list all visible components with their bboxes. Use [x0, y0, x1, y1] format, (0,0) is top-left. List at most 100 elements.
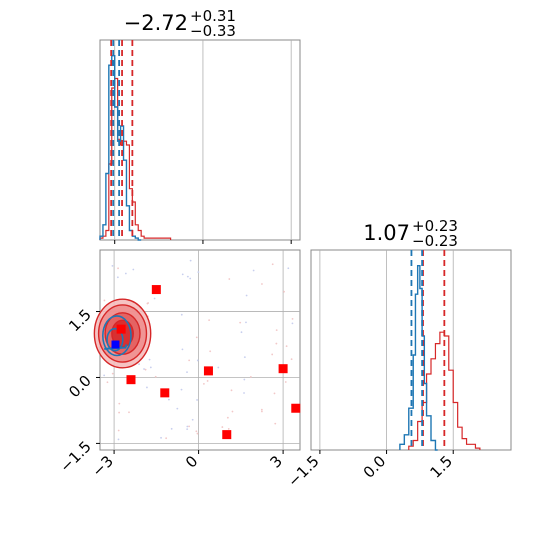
sample-point [111, 372, 114, 375]
sample-point [128, 411, 130, 414]
sample-point [206, 380, 209, 382]
sample-point [271, 353, 274, 356]
sample-point [275, 342, 278, 345]
x-tick-label-2: 3 [266, 452, 285, 471]
sample-point [202, 382, 205, 385]
panel-top-left-title: −2.72 [124, 11, 188, 35]
sample-point [180, 313, 183, 316]
sample-point [146, 302, 149, 305]
sample-point [176, 407, 179, 410]
red-square-marker-5 [278, 364, 288, 374]
sample-point [228, 278, 231, 280]
sample-point [284, 381, 287, 383]
sample-point [118, 411, 121, 414]
sample-point [260, 408, 263, 411]
red-square-marker-0 [151, 285, 161, 295]
sample-point [189, 259, 192, 262]
panel-bottom-right-title: 1.07 [363, 221, 410, 245]
panel-bottom-right-red-histogram [408, 331, 481, 450]
sample-point [291, 322, 294, 325]
panel-top-left-ticks [114, 240, 292, 244]
red-square-marker-7 [222, 430, 232, 440]
y-tick-label-2: 1.5 [65, 306, 95, 336]
sample-point [271, 263, 274, 266]
sample-point [117, 267, 119, 270]
sample-point [245, 294, 248, 297]
panel-bottom-right-grid [319, 250, 454, 450]
y-tick-label-0: −1.5 [56, 438, 94, 476]
sample-point [196, 399, 198, 401]
sample-point [186, 275, 189, 278]
sample-point [217, 366, 220, 369]
panel-bottom-left-2d: −3 0 3 −1.5 0.0 1.5 [56, 249, 301, 480]
sample-point [274, 422, 277, 425]
red-square-marker-6 [291, 403, 301, 413]
sample-point [117, 438, 120, 441]
sample-point [181, 273, 184, 276]
sample-point [195, 336, 198, 339]
sample-point [154, 375, 157, 378]
sample-point [186, 428, 189, 431]
y-tick-label-1: 0.0 [65, 372, 95, 402]
sample-point [243, 378, 246, 381]
panel-bottom-right-title-sub: −0.23 [412, 232, 458, 250]
sample-point [189, 277, 192, 280]
sample-point [138, 363, 140, 366]
sample-point [221, 426, 224, 428]
panel-bottom-right-ticks: −1.5 0.0 1.5 [284, 450, 456, 491]
blue-square-marker-0 [111, 340, 120, 349]
sample-point [240, 331, 243, 334]
sample-point [168, 398, 170, 401]
sample-point [149, 366, 152, 369]
sample-point [118, 402, 121, 405]
panel-top-left-blue-histogram [99, 55, 142, 241]
blue-contour-outer [102, 315, 132, 357]
red-square-marker-4 [203, 366, 213, 376]
sample-point [208, 319, 211, 322]
sample-point [111, 265, 114, 267]
sample-point [285, 345, 288, 348]
x-tick-label-1: 0 [182, 452, 201, 471]
sample-point [261, 283, 263, 285]
sample-point [230, 389, 233, 392]
sample-point [227, 428, 230, 430]
sample-point [186, 371, 188, 374]
panel-bottom-right-histogram: −1.5 0.0 1.5 1.07 +0.23 −0.23 [284, 217, 512, 491]
sample-point [132, 268, 135, 271]
sample-point [116, 276, 119, 279]
sample-point [196, 359, 199, 362]
sample-point [287, 267, 290, 270]
sample-point [245, 321, 247, 324]
sample-point [103, 374, 106, 377]
panel-top-left-histogram: −2.72 +0.31 −0.33 [99, 7, 301, 244]
sample-point [188, 425, 190, 428]
sample-point [273, 392, 276, 395]
sample-point [243, 392, 245, 394]
sample-point [197, 271, 200, 273]
sample-point [180, 388, 183, 391]
panel-bottom-right-title-sup: +0.23 [412, 217, 458, 235]
sample-point [186, 425, 189, 428]
sample-point [160, 436, 162, 439]
sample-point [290, 358, 293, 361]
sample-point [209, 350, 212, 353]
red-square-marker-1 [116, 324, 126, 334]
sample-point [261, 410, 263, 413]
sample-point [226, 416, 229, 419]
red-square-marker-3 [160, 388, 170, 398]
panel-bottom-right-quantile-lines [410, 250, 446, 450]
sample-point [195, 430, 198, 433]
sample-point [103, 299, 106, 302]
panel-top-left-red-histogram [99, 77, 172, 240]
x-tick-label-0: −1.5 [284, 452, 322, 490]
sample-point [191, 418, 194, 421]
sample-point [165, 437, 168, 440]
x-tick-label-2: 1.5 [426, 452, 456, 482]
sample-point [231, 410, 234, 413]
sample-point [143, 368, 145, 370]
sample-point [124, 272, 127, 275]
x-tick-label-0: −3 [89, 452, 117, 480]
sample-point [106, 381, 109, 384]
panel-top-left-frame [99, 39, 301, 241]
